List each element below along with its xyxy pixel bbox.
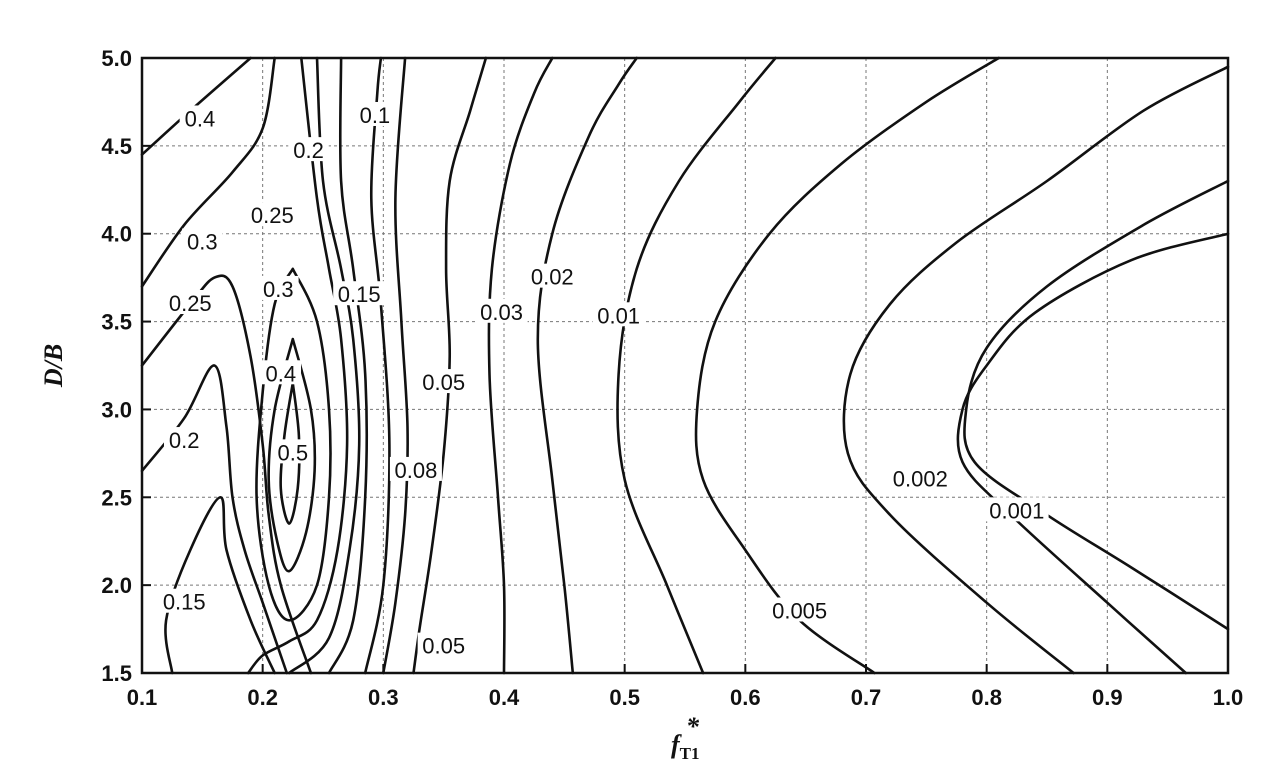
contour-label-bg xyxy=(260,360,302,385)
contour-line xyxy=(287,56,361,675)
x-tick-label: 0.7 xyxy=(851,685,882,710)
contour-line xyxy=(842,65,1230,675)
contour-label-bg xyxy=(526,263,579,288)
contour-label-bg xyxy=(288,137,329,162)
contour-label-bg xyxy=(333,281,386,306)
contour-label-bg xyxy=(475,298,528,323)
contour-line xyxy=(694,56,1000,675)
x-tick-label: 0.5 xyxy=(609,685,640,710)
x-tick-label: 0.2 xyxy=(247,685,278,710)
y-tick-label: 4.0 xyxy=(101,222,132,247)
contour-label: 0.4 xyxy=(265,361,296,386)
x-axis-label-main: f xyxy=(671,730,682,759)
contour-line xyxy=(963,179,1230,631)
contour-label: 0.15 xyxy=(163,590,206,615)
contour-label-bg xyxy=(985,497,1049,522)
contour-label: 0.03 xyxy=(480,300,523,325)
contour-label-bg xyxy=(182,228,223,253)
x-tick-label: 0.1 xyxy=(127,685,158,710)
contour-label-bg xyxy=(246,202,299,227)
contour-line xyxy=(279,381,301,525)
contour-label-bg xyxy=(888,465,953,490)
contour-label-bg xyxy=(163,427,205,452)
contour-line xyxy=(140,56,276,288)
x-tick-label: 1.0 xyxy=(1213,685,1244,710)
contour-line xyxy=(487,56,554,675)
x-tick-label: 0.8 xyxy=(971,685,1002,710)
contour-line xyxy=(327,56,368,675)
y-axis-label: D/B xyxy=(39,344,68,388)
x-axis-label: fT1 xyxy=(671,730,700,763)
contour-label: 0.25 xyxy=(251,203,294,228)
x-tick-label: 0.4 xyxy=(489,685,520,710)
contour-label-bg xyxy=(179,105,221,130)
contour-line xyxy=(267,337,317,573)
x-tick-label: 0.3 xyxy=(368,685,399,710)
contour-line xyxy=(536,56,638,675)
contour-label: 0.5 xyxy=(278,440,309,465)
contour-label: 0.3 xyxy=(263,277,294,302)
y-tick-label: 3.0 xyxy=(101,397,132,422)
x-tick-label: 0.6 xyxy=(730,685,761,710)
contour-label-bg xyxy=(258,275,299,300)
y-tick-label: 4.5 xyxy=(101,134,132,159)
contour-line xyxy=(363,56,391,675)
contour-label-bg xyxy=(158,588,211,613)
contour-label: 0.2 xyxy=(169,428,200,453)
contour-line xyxy=(616,56,777,675)
contour-label-bg xyxy=(389,456,442,481)
y-tick-label: 2.5 xyxy=(101,485,132,510)
contour-label: 0.25 xyxy=(169,291,212,316)
contour-label: 0.005 xyxy=(772,599,827,624)
contour-label: 0.01 xyxy=(597,303,640,328)
contour-label-bg xyxy=(767,597,832,622)
contour-label: 0.4 xyxy=(185,107,216,132)
grid xyxy=(142,58,1228,673)
x-axis-label-sup: * xyxy=(686,712,700,741)
contour-label: 0.2 xyxy=(293,138,324,163)
contour-line xyxy=(140,364,289,675)
y-tick-label: 1.5 xyxy=(101,661,132,686)
contour-label-bg xyxy=(592,302,645,327)
contour-line xyxy=(246,56,349,675)
contour-label: 0.05 xyxy=(422,370,465,395)
contour-label: 0.15 xyxy=(338,282,381,307)
contour-line xyxy=(412,56,488,675)
contour-line xyxy=(382,56,409,675)
x-axis-label-sub: T1 xyxy=(680,744,700,763)
axis-ticks: 0.1 0.2 0.3 0.4 0.5 0.6 0.7 0.8 0.9 1.0 1.5 2.0 2.5 3… xyxy=(101,46,1243,710)
contour-label: 0.1 xyxy=(360,103,391,128)
contour-label-bg xyxy=(354,101,396,126)
contour-label-bg xyxy=(272,439,314,464)
contour-line xyxy=(164,496,276,675)
contour-line xyxy=(956,232,1230,675)
contour-label-bg xyxy=(164,290,217,314)
plot-frame xyxy=(140,56,1230,675)
contour-label: 0.001 xyxy=(989,498,1044,523)
contour-label: 0.08 xyxy=(394,458,437,483)
contour-label: 0.3 xyxy=(187,230,218,255)
contour-label: 0.02 xyxy=(531,265,574,290)
contour-label: 0.05 xyxy=(422,634,465,659)
x-tick-label: 0.9 xyxy=(1092,685,1123,710)
y-tick-label: 3.5 xyxy=(101,310,132,335)
y-tick-label: 2.0 xyxy=(101,573,132,598)
contour-labels: 0.4 0.3 0.25 0.2 0.15 0.5 0.4 0.3 0.25 0.2 0.15 0.1… xyxy=(158,101,1049,659)
contour-label-bg xyxy=(417,632,470,657)
y-tick-label: 5.0 xyxy=(101,46,132,71)
contour-label-bg xyxy=(417,369,470,394)
contour-label: 0.002 xyxy=(893,467,948,492)
